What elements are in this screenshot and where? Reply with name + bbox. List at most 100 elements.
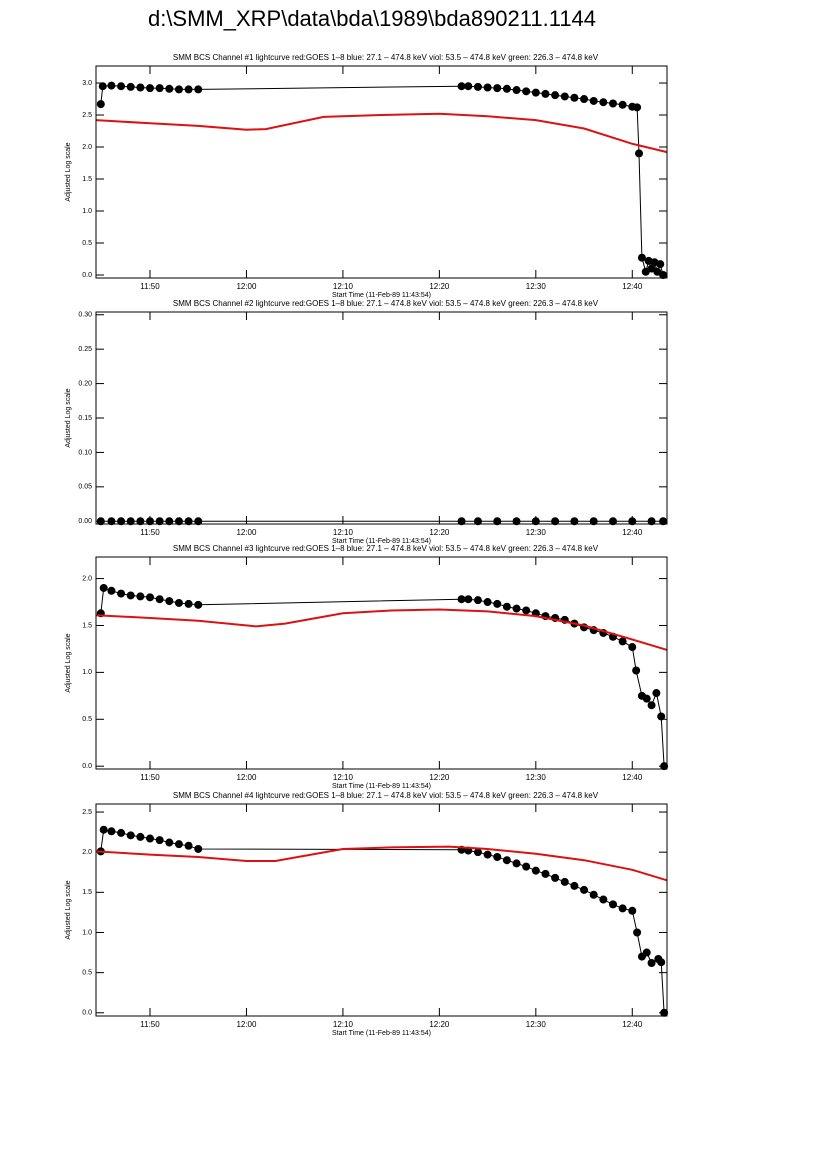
data-point bbox=[531, 866, 540, 875]
data-point bbox=[660, 762, 669, 771]
data-point bbox=[570, 881, 579, 890]
chart-title: SMM BCS Channel #3 lightcurve red:GOES 1… bbox=[173, 544, 599, 553]
x-tick-label: 12:20 bbox=[429, 282, 450, 291]
data-point bbox=[184, 85, 193, 94]
data-point bbox=[155, 517, 164, 526]
data-point bbox=[107, 81, 116, 90]
chart-panel: SMM BCS Channel #4 lightcurve red:GOES 1… bbox=[65, 791, 669, 1037]
y-tick-label: 1.5 bbox=[82, 889, 92, 896]
data-point bbox=[589, 517, 598, 526]
chart-title: SMM BCS Channel #4 lightcurve red:GOES 1… bbox=[173, 791, 599, 800]
x-tick-label: 12:30 bbox=[526, 773, 547, 782]
data-point bbox=[570, 517, 579, 526]
data-point bbox=[194, 85, 203, 94]
data-point bbox=[502, 602, 511, 611]
chart-title: SMM BCS Channel #2 lightcurve red:GOES 1… bbox=[173, 299, 599, 308]
data-point bbox=[126, 82, 135, 91]
x-tick-label: 12:30 bbox=[526, 528, 547, 537]
data-point bbox=[608, 99, 617, 108]
y-tick-label: 1.0 bbox=[82, 669, 92, 676]
data-point bbox=[660, 1008, 669, 1017]
data-point bbox=[184, 599, 193, 608]
data-point bbox=[493, 517, 502, 526]
data-point bbox=[659, 270, 668, 279]
data-point bbox=[117, 517, 126, 526]
data-point bbox=[184, 517, 193, 526]
data-point bbox=[637, 253, 646, 262]
data-point bbox=[512, 517, 521, 526]
y-tick-label: 3.0 bbox=[82, 80, 92, 87]
x-axis-label: Start Time (11-Feb-89 11:43:54) bbox=[332, 783, 431, 790]
data-point bbox=[99, 825, 108, 834]
series-line bbox=[95, 845, 668, 882]
data-point bbox=[635, 149, 644, 158]
data-point bbox=[117, 82, 126, 91]
x-tick-label: 11:50 bbox=[140, 1020, 160, 1029]
data-point bbox=[174, 598, 183, 607]
x-tick-label: 12:30 bbox=[526, 282, 547, 291]
y-axis-label: Adjusted Log scale bbox=[65, 388, 72, 447]
data-point bbox=[531, 88, 540, 97]
x-tick-label: 12:40 bbox=[622, 1020, 643, 1029]
data-point bbox=[473, 848, 482, 857]
data-point bbox=[174, 840, 183, 849]
data-point bbox=[589, 96, 598, 105]
data-point bbox=[599, 895, 608, 904]
data-point bbox=[136, 592, 145, 601]
data-point bbox=[580, 885, 589, 894]
data-point bbox=[642, 948, 651, 957]
data-point bbox=[599, 98, 608, 107]
data-point bbox=[642, 694, 651, 703]
data-point bbox=[493, 599, 502, 608]
data-point bbox=[659, 517, 668, 526]
data-point bbox=[96, 100, 105, 109]
x-tick-label: 12:40 bbox=[622, 528, 643, 537]
x-tick-label: 12:10 bbox=[333, 773, 354, 782]
y-tick-label: 0.25 bbox=[78, 346, 92, 353]
x-tick-label: 12:10 bbox=[333, 528, 354, 537]
data-point bbox=[165, 597, 174, 606]
y-axis-label: Adjusted Log scale bbox=[65, 880, 72, 939]
data-point bbox=[493, 84, 502, 93]
series-line bbox=[95, 608, 668, 651]
y-tick-label: 0.0 bbox=[82, 763, 92, 770]
data-point bbox=[657, 958, 666, 967]
data-point bbox=[136, 83, 145, 92]
page-title: d:\SMM_XRP\data\bda\1989\bda890211.1144 bbox=[148, 6, 596, 31]
y-tick-label: 0.0 bbox=[82, 272, 92, 279]
series-line bbox=[95, 112, 668, 154]
data-point bbox=[457, 517, 466, 526]
chart-title: SMM BCS Channel #1 lightcurve red:GOES 1… bbox=[173, 53, 599, 62]
y-tick-label: 0.00 bbox=[78, 518, 92, 525]
x-tick-label: 11:50 bbox=[140, 528, 160, 537]
y-tick-label: 2.5 bbox=[82, 809, 92, 816]
data-point bbox=[174, 517, 183, 526]
data-point bbox=[522, 862, 531, 871]
plot-frame bbox=[95, 311, 668, 525]
data-point bbox=[107, 586, 116, 595]
x-tick-label: 12:20 bbox=[429, 773, 450, 782]
data-point bbox=[647, 959, 656, 967]
y-tick-label: 0.0 bbox=[82, 1010, 92, 1017]
y-tick-label: 2.0 bbox=[82, 575, 92, 582]
x-tick-label: 11:50 bbox=[140, 282, 160, 291]
x-tick-label: 12:30 bbox=[526, 1020, 547, 1029]
y-tick-label: 1.5 bbox=[82, 622, 92, 629]
y-tick-label: 2.0 bbox=[82, 849, 92, 856]
chart-panel: SMM BCS Channel #3 lightcurve red:GOES 1… bbox=[65, 544, 669, 790]
data-point bbox=[99, 583, 108, 592]
data-point bbox=[107, 827, 116, 836]
data-point bbox=[165, 517, 174, 526]
data-point bbox=[618, 904, 627, 913]
data-point bbox=[146, 593, 155, 602]
data-point bbox=[608, 900, 617, 909]
x-axis-label: Start Time (11-Feb-89 11:43:54) bbox=[332, 1030, 431, 1037]
x-tick-label: 12:40 bbox=[622, 282, 643, 291]
data-point bbox=[633, 928, 642, 937]
y-tick-label: 0.10 bbox=[78, 449, 92, 456]
data-point bbox=[647, 517, 656, 526]
x-tick-label: 11:50 bbox=[140, 773, 160, 782]
data-point bbox=[98, 82, 107, 91]
data-point bbox=[541, 89, 550, 98]
data-point bbox=[146, 84, 155, 93]
